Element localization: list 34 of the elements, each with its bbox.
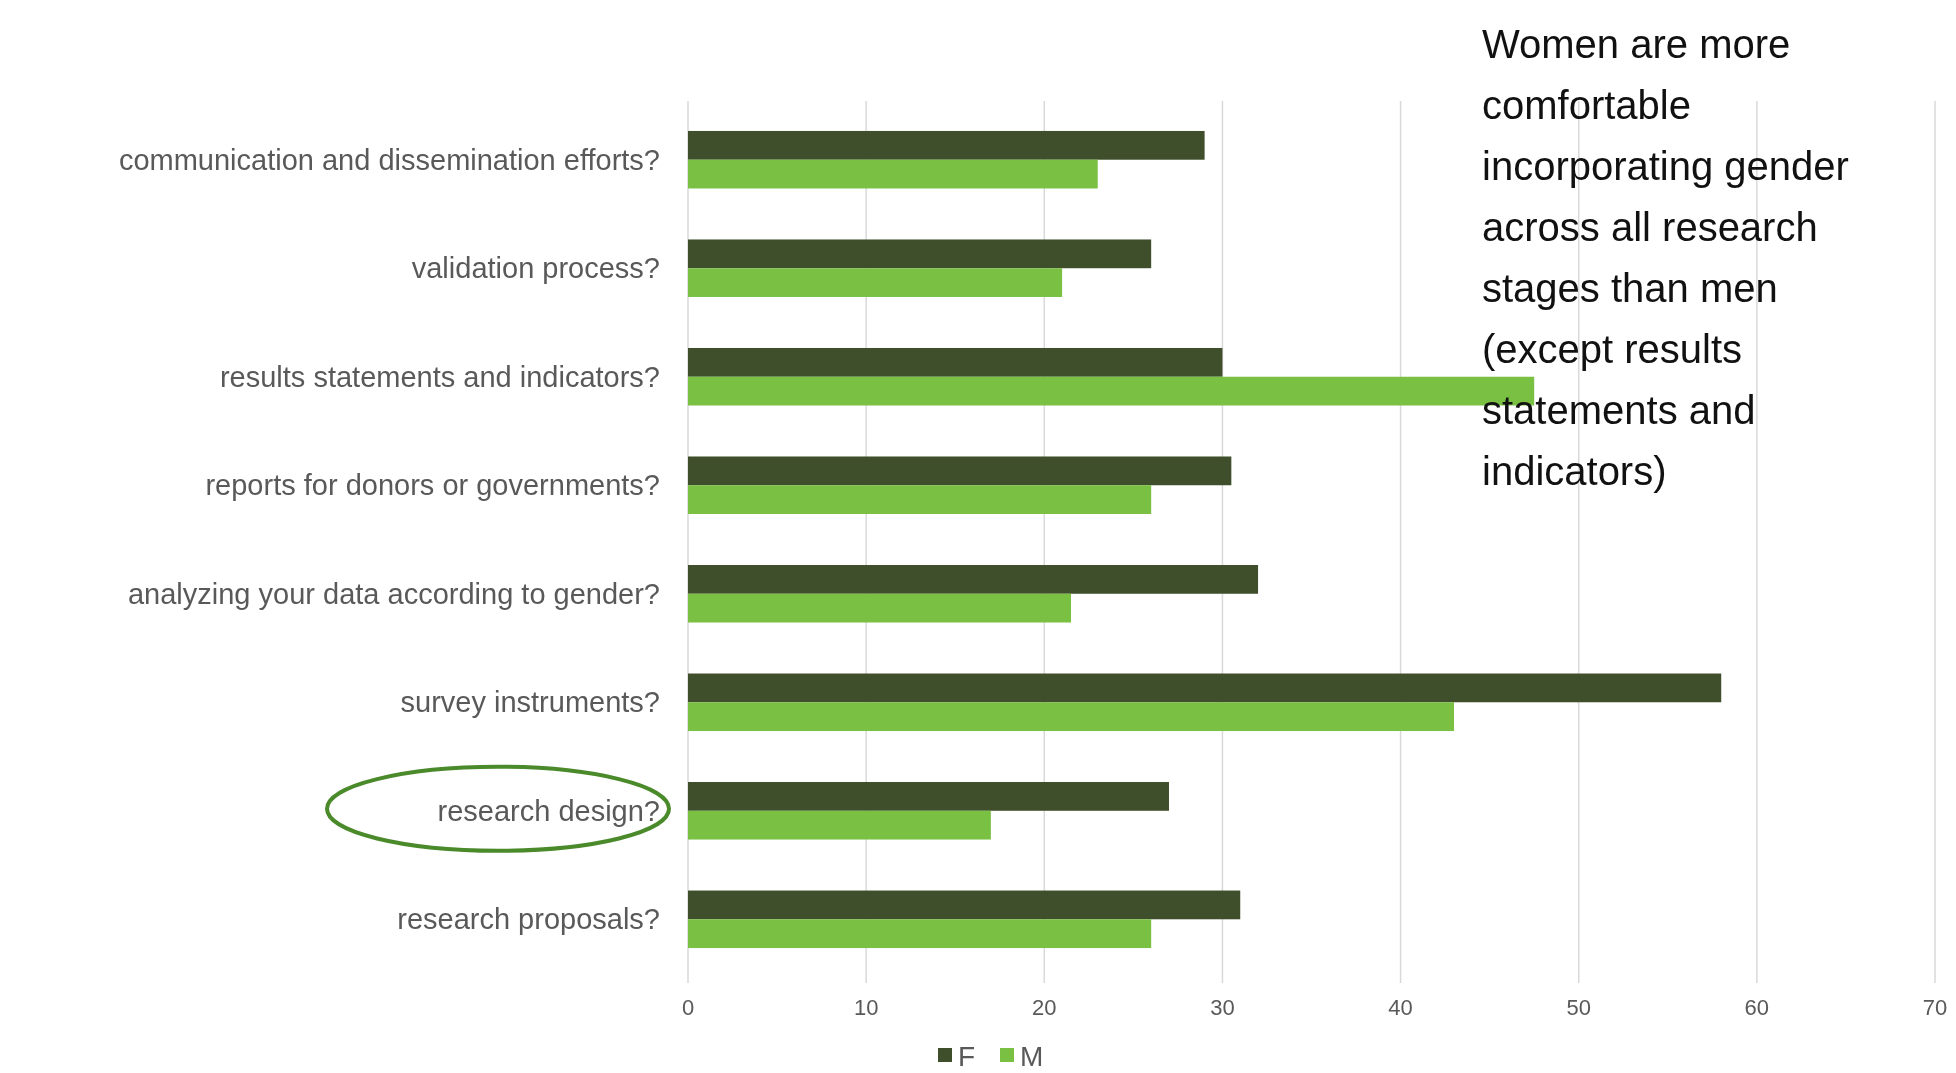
legend-label: M bbox=[1020, 1041, 1044, 1072]
bar bbox=[688, 593, 1072, 623]
x-tick-label: 0 bbox=[681, 995, 695, 1020]
bar bbox=[688, 890, 1241, 920]
bar bbox=[688, 673, 1722, 703]
y-tick-label: research proposals? bbox=[397, 903, 660, 936]
y-tick-label: validation process? bbox=[411, 252, 660, 285]
bar bbox=[688, 782, 1169, 811]
bar bbox=[688, 456, 1232, 486]
y-tick-label: reports for donors or governments? bbox=[205, 469, 660, 502]
legend-label: F bbox=[958, 1041, 976, 1072]
x-tick-label: 50 bbox=[1566, 995, 1591, 1020]
x-tick-label: 30 bbox=[1210, 995, 1235, 1020]
bar bbox=[688, 810, 991, 840]
x-tick-label: 70 bbox=[1922, 995, 1948, 1020]
x-tick-label: 10 bbox=[853, 995, 879, 1020]
bar bbox=[688, 485, 1152, 514]
bar bbox=[688, 268, 1063, 297]
bar bbox=[688, 919, 1152, 949]
bar bbox=[688, 702, 1455, 732]
bar bbox=[688, 565, 1259, 594]
bar bbox=[688, 159, 1098, 189]
y-tick-label: analyzing your data according to gender? bbox=[127, 577, 660, 610]
bar bbox=[688, 347, 1223, 377]
y-tick-label: research design? bbox=[437, 794, 660, 827]
y-tick-label: results statements and indicators? bbox=[219, 360, 660, 393]
bar bbox=[688, 130, 1205, 160]
x-tick-label: 60 bbox=[1744, 995, 1770, 1020]
annotation: Women are more comfortable incorporating gender across all research stages than men (except results statements and indicators) bbox=[1482, 22, 1849, 493]
bar bbox=[688, 239, 1152, 269]
x-tick-label: 20 bbox=[1032, 995, 1057, 1020]
x-tick-label: 40 bbox=[1388, 995, 1413, 1020]
y-tick-label: survey instruments? bbox=[400, 686, 660, 719]
y-tick-label: communication and dissemination efforts? bbox=[118, 143, 660, 176]
